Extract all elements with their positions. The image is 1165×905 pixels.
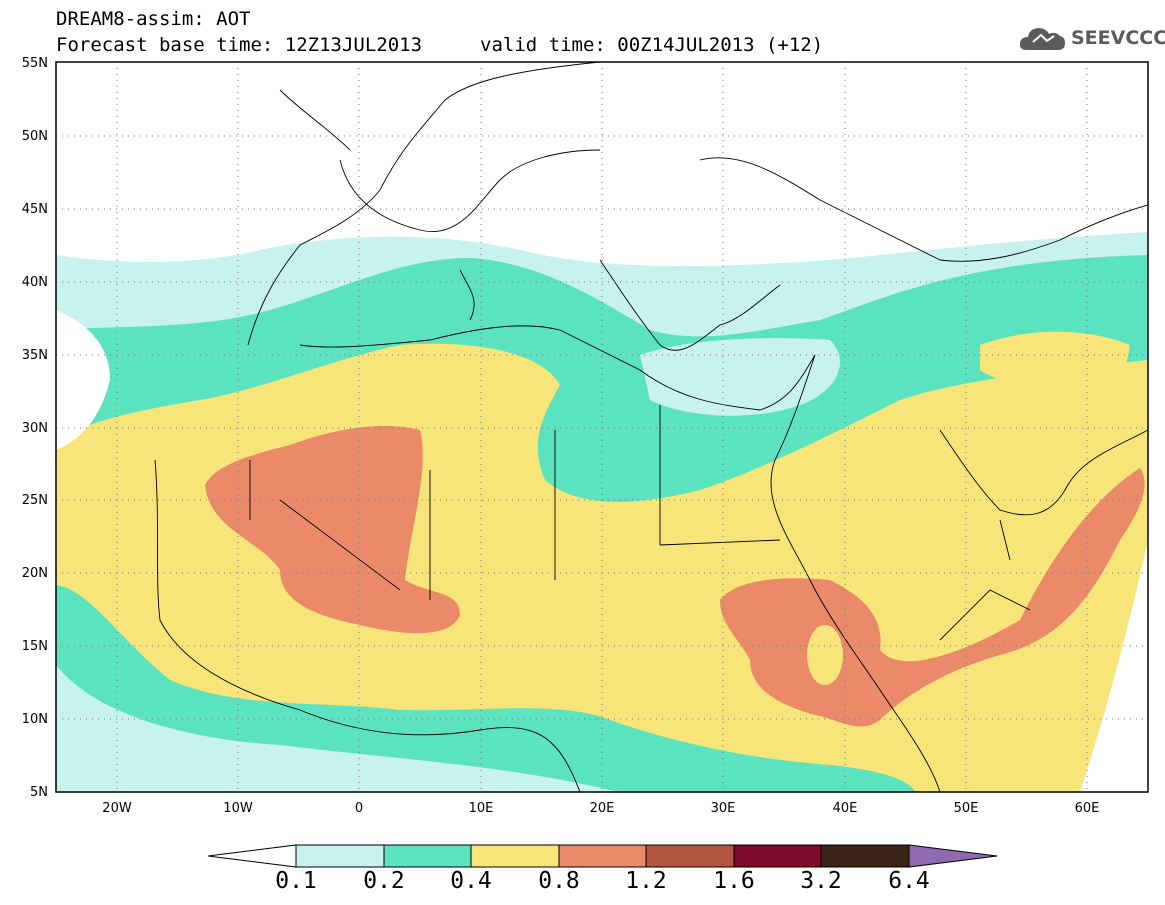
lat-label: 35N: [22, 348, 48, 363]
colorbar-tick-label: 6.4: [888, 868, 930, 894]
aot-field: [56, 62, 1148, 792]
seevccc-logo: SEEVCCC: [1017, 22, 1165, 56]
lat-label: 5N: [30, 785, 48, 800]
colorbar-segment: [733, 844, 822, 868]
grid-lines: [56, 62, 1148, 792]
valid-time: valid time: 00Z14JUL2013 (+12): [480, 34, 824, 56]
lon-label: 60E: [1075, 801, 1100, 816]
lat-label: 20N: [22, 566, 48, 581]
lon-label: 10W: [223, 801, 253, 816]
colorbar-tick-label: 0.2: [363, 868, 405, 894]
colorbar-segment: [207, 844, 297, 868]
lat-label: 50N: [22, 129, 48, 144]
colorbar-segment: [820, 844, 910, 868]
lat-label: 10N: [22, 712, 48, 727]
lat-label: 25N: [22, 493, 48, 508]
lon-label: 10E: [469, 801, 494, 816]
lon-label: 50E: [954, 801, 979, 816]
lat-label: 30N: [22, 421, 48, 436]
colorbar-segment: [908, 844, 998, 868]
colorbar-tick-label: 1.2: [625, 868, 667, 894]
lon-label: 40E: [833, 801, 858, 816]
colorbar-tick-label: 0.4: [450, 868, 492, 894]
coastlines: [154, 62, 1148, 792]
forecast-base-time: Forecast base time: 12Z13JUL2013: [56, 34, 423, 56]
lon-label: 20E: [590, 801, 615, 816]
lat-label: 55N: [22, 56, 48, 71]
lat-label: 15N: [22, 639, 48, 654]
lat-label: 40N: [22, 275, 48, 290]
cloud-icon: [1019, 28, 1065, 50]
colorbar-segment: [383, 844, 472, 868]
colorbar-segment: [558, 844, 647, 868]
lon-label: 20W: [102, 801, 132, 816]
colorbar-segment: [645, 844, 735, 868]
logo-text: SEEVCCC: [1071, 27, 1165, 49]
lat-label: 45N: [22, 202, 48, 217]
colorbar-tick-label: 3.2: [800, 868, 842, 894]
map-title: DREAM8-assim: AOT: [56, 8, 251, 30]
colorbar-tick-label: 1.6: [713, 868, 755, 894]
lon-label: 30E: [711, 801, 736, 816]
colorbar-tick-label: 0.1: [275, 868, 317, 894]
aot-band-0.8-sahara: [205, 425, 460, 634]
colorbar-tick-label: 0.8: [538, 868, 580, 894]
map-frame: [55, 61, 1149, 793]
colorbar-segment: [470, 844, 560, 868]
colorbar-segment: [295, 844, 385, 868]
lon-label: 0: [355, 801, 363, 816]
colorbar: [207, 844, 998, 868]
